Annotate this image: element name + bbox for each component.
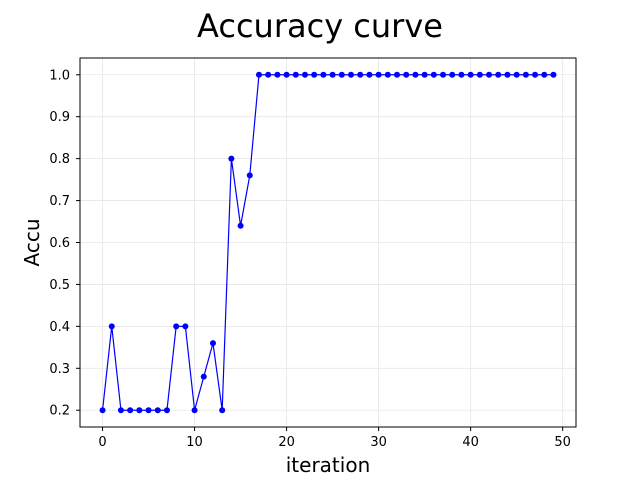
data-point: [154, 407, 161, 414]
x-tick-label: 50: [554, 435, 571, 450]
data-point: [117, 407, 124, 414]
y-tick-label: 0.3: [49, 362, 70, 377]
chart-title: Accuracy curve: [197, 7, 443, 45]
data-point: [458, 71, 465, 78]
y-tick-label: 0.2: [49, 404, 70, 419]
data-point: [412, 71, 419, 78]
data-point: [495, 71, 502, 78]
y-tick-label: 0.5: [49, 278, 70, 293]
data-point: [513, 71, 520, 78]
data-point: [191, 407, 198, 414]
y-tick-label: 1.0: [49, 68, 70, 83]
data-point: [486, 71, 493, 78]
x-axis-label: iteration: [286, 453, 371, 477]
data-point: [430, 71, 437, 78]
data-point: [265, 71, 272, 78]
y-tick-label: 0.4: [49, 320, 70, 335]
data-point: [440, 71, 447, 78]
data-point: [127, 407, 134, 414]
data-point: [467, 71, 474, 78]
series-layer: [99, 71, 557, 414]
data-point: [384, 71, 391, 78]
data-point: [219, 407, 226, 414]
data-point: [292, 71, 299, 78]
grid: [80, 58, 576, 427]
data-point: [237, 222, 244, 229]
data-point: [522, 71, 529, 78]
data-point: [255, 71, 262, 78]
data-point: [108, 323, 115, 330]
data-point: [209, 340, 216, 347]
data-point: [311, 71, 318, 78]
data-point: [504, 71, 511, 78]
data-point: [173, 323, 180, 330]
data-point: [163, 407, 170, 414]
x-tick-label: 10: [186, 435, 203, 450]
data-point: [182, 323, 189, 330]
data-point: [200, 373, 207, 380]
data-point: [366, 71, 373, 78]
data-point: [348, 71, 355, 78]
data-point: [403, 71, 410, 78]
data-point: [320, 71, 327, 78]
data-point: [476, 71, 483, 78]
data-point: [550, 71, 557, 78]
data-point: [329, 71, 336, 78]
y-tick-label: 0.9: [49, 110, 70, 125]
x-tick-label: 0: [98, 435, 106, 450]
x-tick-label: 40: [462, 435, 479, 450]
data-point: [274, 71, 281, 78]
data-point: [421, 71, 428, 78]
data-point: [394, 71, 401, 78]
y-axis-label: Accu: [20, 219, 44, 267]
ticks: 0 10 20 30 40 50 0.2 0.3 0.4 0.5 0.6 0.7 0.8 0.9 1.0: [49, 68, 571, 450]
data-point: [136, 407, 143, 414]
data-point: [532, 71, 539, 78]
y-tick-label: 0.6: [49, 236, 70, 251]
data-point: [375, 71, 382, 78]
x-tick-label: 30: [370, 435, 387, 450]
data-point: [99, 407, 106, 414]
data-point: [541, 71, 548, 78]
data-point: [449, 71, 456, 78]
data-point: [246, 172, 253, 179]
data-point: [283, 71, 290, 78]
y-tick-label: 0.7: [49, 194, 70, 209]
y-tick-label: 0.8: [49, 152, 70, 167]
x-tick-label: 20: [278, 435, 295, 450]
data-point: [357, 71, 364, 78]
data-point: [228, 155, 235, 162]
data-point: [338, 71, 345, 78]
data-point: [301, 71, 308, 78]
data-point: [145, 407, 152, 414]
